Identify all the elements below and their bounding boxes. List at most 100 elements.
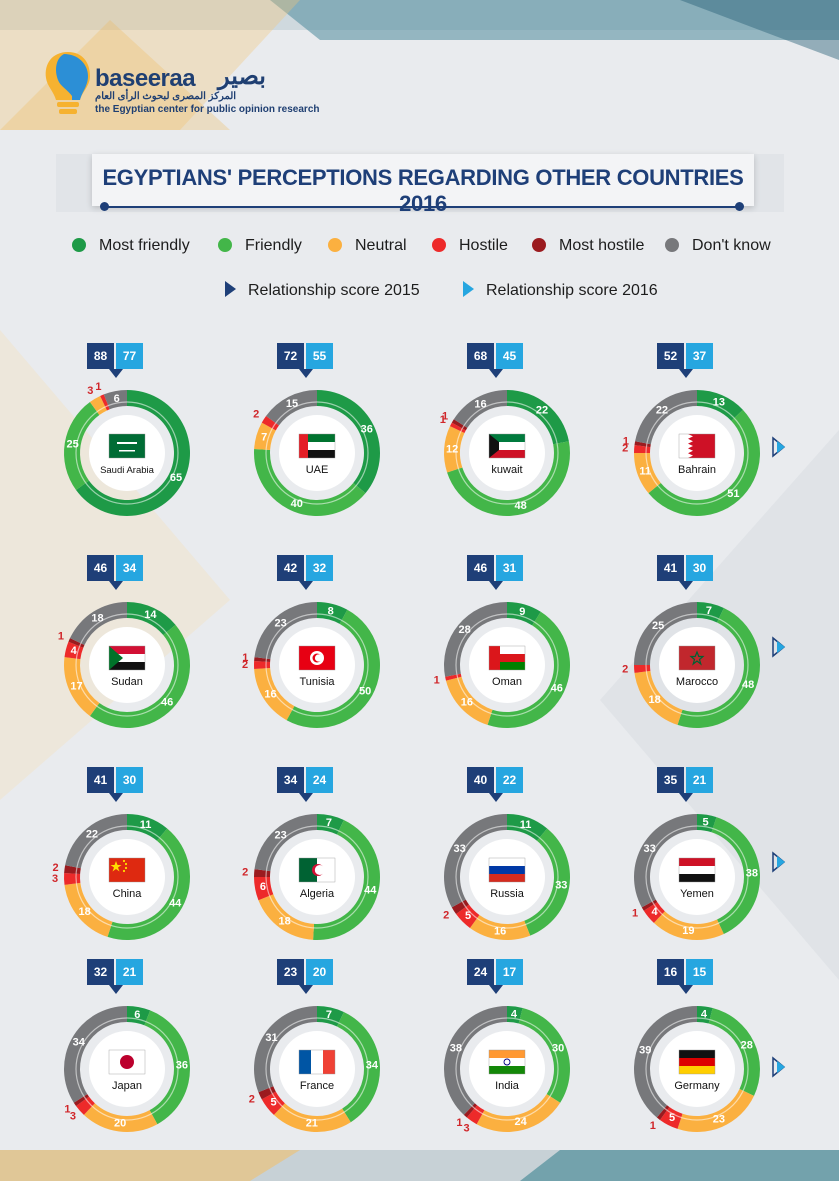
donut-inner-ring bbox=[265, 613, 369, 717]
donut-segment-hostile bbox=[254, 661, 271, 669]
badge-pointer-icon bbox=[489, 369, 503, 378]
score-2015-badge: 24 bbox=[467, 959, 494, 985]
baseeraa-logo-icon bbox=[45, 52, 90, 114]
score-2016-badge: 31 bbox=[496, 555, 523, 581]
france-flag-icon bbox=[298, 1049, 336, 1075]
score-2016-badge: 24 bbox=[306, 767, 333, 793]
donut-svg: 6 36 20 31 34 Japan bbox=[64, 1006, 191, 1132]
donut-chart: 72 55 36 40 7 2 15 UAE bbox=[247, 343, 387, 528]
score-2016-badge: 55 bbox=[306, 343, 333, 369]
segment-label: 11 bbox=[520, 819, 532, 831]
donut-inner-ring bbox=[265, 825, 369, 929]
donut-segment-hostile bbox=[76, 1096, 95, 1115]
legend-label: Most friendly bbox=[99, 237, 190, 254]
legend-label: Neutral bbox=[355, 237, 407, 254]
score-2015-badge: 40 bbox=[467, 767, 494, 793]
donut-segment-most-hostile bbox=[451, 419, 468, 431]
segment-label: 6 bbox=[134, 1009, 140, 1021]
donut-inner-ring bbox=[455, 825, 559, 929]
score-2015-badge: 52 bbox=[657, 343, 684, 369]
donut-segment-friendly bbox=[286, 609, 380, 728]
donut-segment-hostile bbox=[100, 394, 110, 411]
yemen-flag-icon bbox=[678, 857, 716, 883]
segment-label: 23 bbox=[275, 618, 287, 630]
donut-chart: 34 24 7 44 18 6 2 23 Algeria bbox=[242, 767, 387, 952]
donut-inner-ring bbox=[75, 401, 179, 505]
country-label: Yemen bbox=[680, 888, 714, 900]
segment-label: 28 bbox=[458, 624, 470, 636]
legend-item-hostile: Hostile bbox=[432, 236, 508, 256]
donut-segment-neutral bbox=[476, 1094, 561, 1132]
country-label: Marocco bbox=[676, 676, 718, 688]
segment-label: 11 bbox=[140, 819, 152, 831]
badge-pointer-icon bbox=[679, 985, 693, 994]
legend-label: Most hostile bbox=[559, 237, 645, 254]
segment-label: 7 bbox=[326, 817, 332, 829]
country-label: Saudi Arabia bbox=[100, 465, 155, 476]
donut-inner-ring bbox=[75, 825, 179, 929]
segment-label: 39 bbox=[639, 1044, 651, 1056]
legend-score-2016-label: Relationship score 2016 bbox=[486, 282, 658, 299]
donut-chart: 46 34 14 46 17 4 1 18 Sudan bbox=[57, 555, 197, 740]
donut-svg: 7 48 18 2 25 Marocco bbox=[622, 602, 761, 729]
segment-label: 9 bbox=[519, 606, 525, 618]
badge-pointer-icon bbox=[109, 369, 123, 378]
donut-chart: 40 22 11 33 16 5 2 33 Russia bbox=[437, 767, 577, 952]
score-2015-badge: 41 bbox=[657, 555, 684, 581]
donut-segment-neutral bbox=[634, 453, 661, 494]
bahrain-flag-icon bbox=[678, 433, 716, 459]
score-2016-badge: 77 bbox=[116, 343, 143, 369]
donut-segment-hostile bbox=[261, 1091, 285, 1115]
legend-swatch-hostile bbox=[432, 238, 446, 252]
segment-label: 51 bbox=[727, 488, 739, 500]
score-2016-badge: 30 bbox=[116, 767, 143, 793]
badge-pointer-icon bbox=[489, 581, 503, 590]
segment-label: 17 bbox=[70, 681, 82, 693]
russia-flag-icon bbox=[488, 857, 526, 883]
score-2016-badge: 30 bbox=[686, 555, 713, 581]
donut-segment-most-hostile bbox=[656, 1105, 670, 1120]
segment-label: 12 bbox=[446, 443, 458, 455]
donut-chart: 41 30 7 48 18 2 25 Marocco bbox=[622, 555, 767, 740]
segment-label: 33 bbox=[555, 880, 567, 892]
legend-item-dont-know: Don't know bbox=[665, 236, 771, 256]
segment-label: 24 bbox=[515, 1116, 528, 1128]
segment-label: 34 bbox=[73, 1036, 86, 1048]
country-label: Bahrain bbox=[678, 464, 716, 476]
score-2015-badge: 41 bbox=[87, 767, 114, 793]
segment-label: 15 bbox=[286, 398, 298, 410]
segment-label: 38 bbox=[746, 867, 758, 879]
segment-label: 1 bbox=[64, 1103, 70, 1115]
donut-inner-ring bbox=[645, 401, 749, 505]
badge-pointer-icon bbox=[679, 581, 693, 590]
donut-segment-friendly bbox=[313, 819, 381, 940]
segment-label: 46 bbox=[551, 682, 563, 694]
badge-pointer-icon bbox=[299, 581, 313, 590]
score-2016-badge: 20 bbox=[306, 959, 333, 985]
segment-label: 19 bbox=[682, 925, 694, 937]
donut-segment-most-friendly bbox=[317, 1006, 344, 1027]
badge-pointer-icon bbox=[299, 793, 313, 802]
donut-segment-most-friendly bbox=[697, 602, 724, 623]
row-arrow-icon bbox=[772, 851, 786, 873]
legend-item-most-friendly: Most friendly bbox=[72, 236, 190, 256]
segment-label: 1 bbox=[623, 436, 629, 448]
donut-segment-dont-know bbox=[266, 390, 317, 426]
segment-label: 16 bbox=[264, 688, 276, 700]
donut-segment-most-friendly bbox=[317, 602, 348, 624]
title-underline-dot-right bbox=[735, 202, 744, 211]
donut-chart: 88 77 65 25 3 1 6 Saudi Arabia bbox=[57, 343, 197, 528]
segment-label: 6 bbox=[260, 881, 266, 893]
country-label: Germany bbox=[674, 1080, 720, 1092]
donut-svg: 8 50 16 21 23 Tunisia bbox=[242, 602, 380, 728]
segment-label: 48 bbox=[742, 679, 754, 691]
donut-inner-ring bbox=[265, 401, 369, 505]
donut-segment-neutral bbox=[254, 667, 295, 721]
segment-label: 1 bbox=[650, 1120, 656, 1132]
segment-label: 25 bbox=[67, 438, 79, 450]
segment-label: 44 bbox=[364, 885, 377, 897]
legend-swatch-friendly bbox=[218, 238, 232, 252]
china-flag-icon bbox=[108, 857, 146, 883]
brand-subtitle-en: the Egyptian center for public opinion r… bbox=[95, 104, 320, 115]
donut-segment-neutral bbox=[89, 395, 107, 415]
